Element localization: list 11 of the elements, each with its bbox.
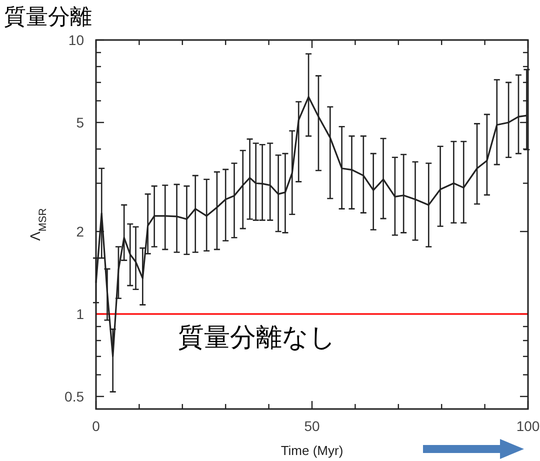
x-tick-label: 100 <box>516 418 540 434</box>
x-tick-label: 0 <box>92 418 100 434</box>
y-tick-label: 5 <box>76 114 84 130</box>
x-tick-label: 50 <box>304 418 320 434</box>
y-tick-label: 10 <box>68 32 84 48</box>
y-tick-label: 2 <box>76 224 84 240</box>
ref-line-label: 質量分離なし <box>178 322 336 352</box>
x-axis-title: Time (Myr) <box>280 443 344 458</box>
y-tick-label: 0.5 <box>64 388 84 404</box>
y-tick-label: 1 <box>76 306 84 322</box>
chart-title: 質量分離 <box>4 4 92 29</box>
